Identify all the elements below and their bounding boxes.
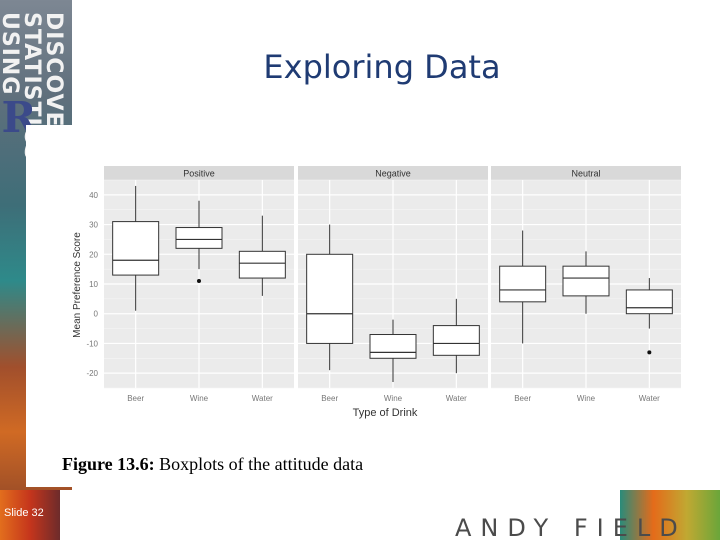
box <box>432 325 480 356</box>
outlier-point <box>647 350 652 355</box>
facet-strip <box>491 166 681 180</box>
x-tick-label: Water <box>252 394 273 403</box>
facet-label: Positive <box>183 169 215 179</box>
box <box>625 289 673 315</box>
slide-title: Exploring Data <box>263 48 501 86</box>
sidebar-title: DISCOVERING STATISTICS USING <box>0 12 66 194</box>
x-tick-label: Water <box>446 394 467 403</box>
box <box>112 221 160 276</box>
y-tick-label: 30 <box>89 221 98 230</box>
x-axis-label: Type of Drink <box>353 407 418 419</box>
box <box>306 253 354 344</box>
box <box>562 265 610 297</box>
box <box>238 250 286 279</box>
y-tick-label: -10 <box>86 339 98 348</box>
y-axis-label: Mean Preference Score <box>72 232 83 338</box>
bottom-right-art <box>620 490 720 540</box>
facet-label: Negative <box>375 169 411 179</box>
facet-label: Neutral <box>571 169 600 179</box>
y-tick-label: 0 <box>94 310 99 319</box>
figure-caption: Figure 13.6: Boxplots of the attitude da… <box>62 454 363 475</box>
caption-label: Figure 13.6: <box>62 454 155 474</box>
x-tick-label: Beer <box>321 394 338 403</box>
x-tick-label: Beer <box>127 394 144 403</box>
facet-strip <box>104 166 294 180</box>
x-tick-label: Wine <box>577 394 596 403</box>
outlier-point <box>197 279 201 284</box>
x-tick-label: Beer <box>514 394 531 403</box>
y-tick-label: 20 <box>89 250 98 259</box>
brand-name: ANDY FIELD <box>455 514 687 542</box>
box <box>175 227 223 249</box>
bottom-bar <box>0 490 720 540</box>
y-tick-label: 10 <box>89 280 98 289</box>
x-tick-label: Wine <box>384 394 403 403</box>
facet-strip <box>298 166 488 180</box>
bottom-left-art <box>0 490 60 540</box>
y-tick-label: 40 <box>89 191 98 200</box>
x-tick-label: Water <box>639 394 660 403</box>
x-tick-label: Wine <box>190 394 209 403</box>
caption-text: Boxplots of the attitude data <box>154 454 364 474</box>
y-tick-label: -20 <box>86 369 98 378</box>
box <box>369 334 417 359</box>
box <box>499 265 547 303</box>
slide-number: Slide 32 <box>4 507 44 519</box>
